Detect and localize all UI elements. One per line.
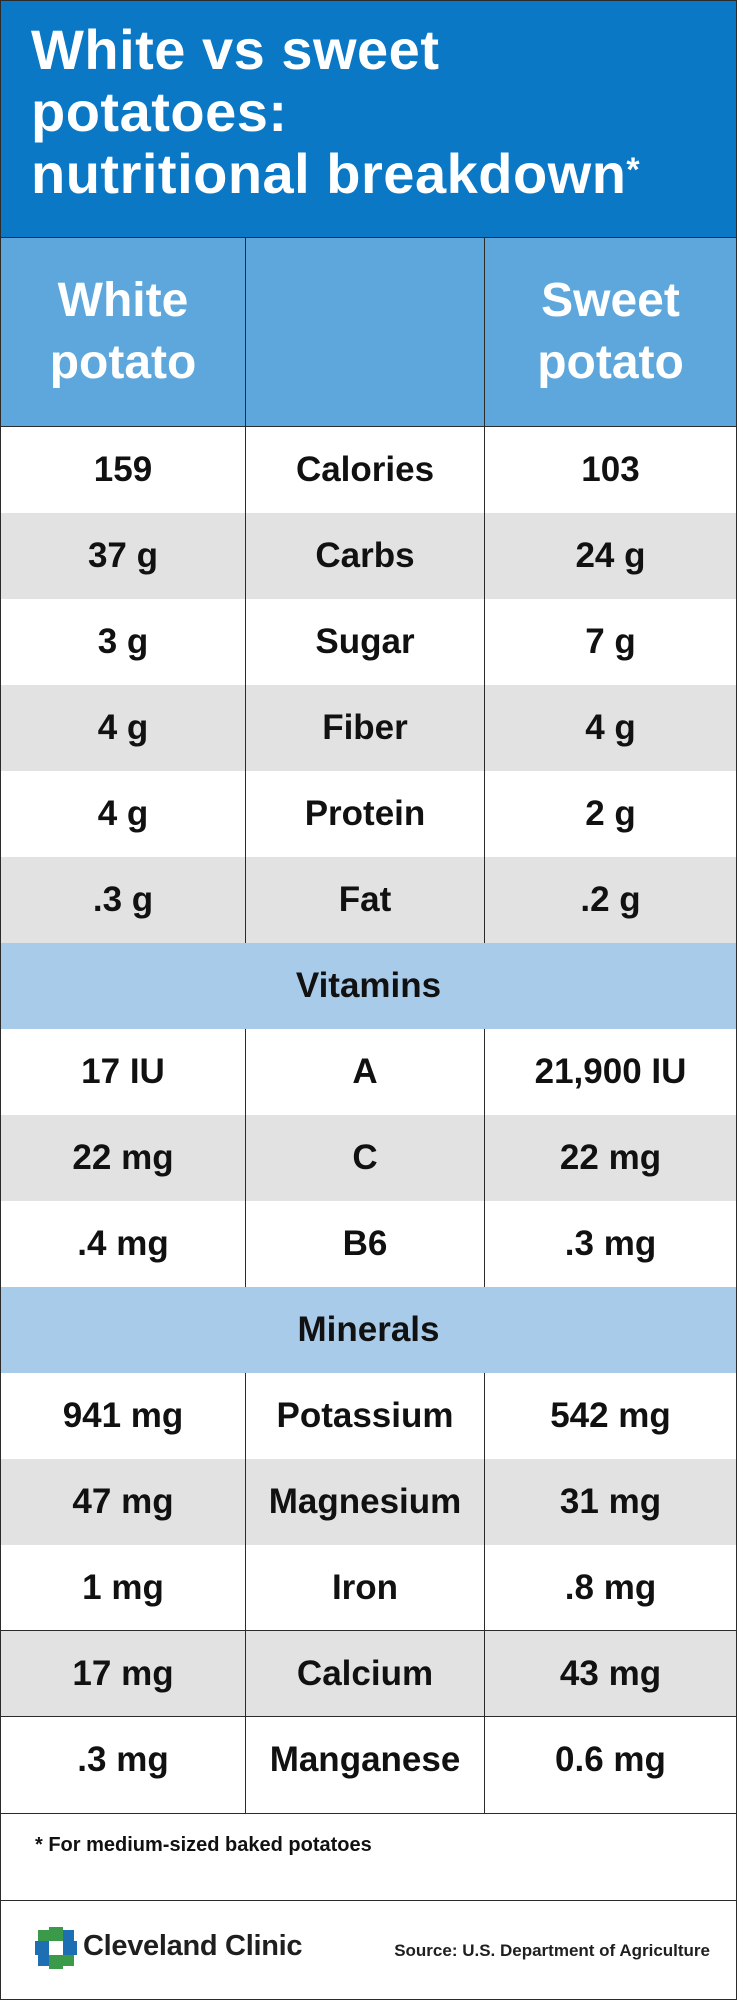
table-row: 37 g Carbs 24 g: [1, 513, 736, 599]
column-divider: [245, 238, 246, 943]
column-divider: [484, 1373, 485, 1813]
nutrient-label: A: [352, 1052, 378, 1091]
table-row: 1 mg Iron .8 mg: [1, 1545, 736, 1631]
footer: Cleveland Clinic Source: U.S. Department…: [1, 1901, 736, 1999]
header-sweet-potato: Sweet potato: [485, 238, 736, 426]
nutrient-label: Fiber: [322, 708, 408, 747]
sweet-value: 22 mg: [559, 1138, 662, 1177]
table-row: 159 Calories 103: [1, 427, 736, 513]
white-value: 17 IU: [81, 1052, 165, 1091]
sweet-value: 542 mg: [550, 1396, 671, 1435]
white-value: 47 mg: [72, 1482, 174, 1521]
header-line: White: [57, 274, 189, 327]
sweet-value: .3 mg: [564, 1224, 657, 1263]
table-row: 22 mg C 22 mg: [1, 1115, 736, 1201]
nutrient-label: Potassium: [276, 1396, 454, 1435]
white-value: .3 mg: [77, 1740, 169, 1779]
nutrient-label: Sugar: [315, 622, 415, 661]
nutrient-label: Carbs: [315, 536, 415, 575]
page-title: White vs sweet potatoes: nutritional bre…: [31, 19, 640, 205]
header-line: potato: [537, 336, 684, 389]
brand-name: Cleveland Clinic: [83, 1930, 303, 1962]
sweet-value: 43 mg: [559, 1654, 662, 1693]
table-row: .3 g Fat .2 g: [1, 857, 736, 943]
header-line: Sweet: [541, 274, 680, 327]
source-credit: Source: U.S. Department of Agriculture: [394, 1941, 710, 1960]
column-divider: [484, 238, 485, 943]
cleveland-clinic-logo-icon: [35, 1927, 77, 1969]
section-header-vitamins: Vitamins: [1, 943, 736, 1029]
footnote-text: * For medium-sized baked potatoes: [35, 1834, 372, 1856]
sweet-value: 4 g: [585, 708, 636, 747]
nutrient-label: Iron: [331, 1568, 399, 1607]
table-row: 17 mg Calcium 43 mg: [1, 1630, 736, 1717]
white-value: 941 mg: [62, 1396, 184, 1435]
white-value: 4 g: [97, 794, 149, 833]
title-asterisk: *: [626, 151, 641, 189]
table-row: .4 mg B6 .3 mg: [1, 1201, 736, 1287]
sweet-value: 7 g: [585, 622, 636, 661]
title-line-text: nutritional breakdown: [31, 142, 627, 205]
sweet-value: 103: [581, 450, 640, 489]
section-header-minerals: Minerals: [1, 1287, 736, 1373]
white-value: 3 g: [97, 622, 149, 661]
title-line: White vs sweet: [31, 18, 440, 81]
sweet-value: 0.6 mg: [555, 1740, 666, 1779]
footnote: * For medium-sized baked potatoes: [1, 1813, 736, 1901]
white-value: 37 g: [87, 536, 159, 575]
column-divider: [245, 1373, 246, 1813]
sweet-value: 24 g: [575, 536, 646, 575]
column-divider: [245, 1029, 246, 1287]
table-row: 4 g Protein 2 g: [1, 771, 736, 857]
nutrient-label: B6: [342, 1224, 388, 1263]
nutrient-label: Manganese: [269, 1740, 461, 1779]
sweet-value: 21,900 IU: [534, 1052, 687, 1091]
white-value: 22 mg: [72, 1138, 174, 1177]
table-row: 3 g Sugar 7 g: [1, 599, 736, 685]
table-header: White potato Sweet potato: [1, 238, 736, 427]
table-row: .3 mg Manganese 0.6 mg: [1, 1716, 736, 1803]
nutrient-label: Fat: [338, 880, 392, 919]
title-line: nutritional breakdown*: [31, 143, 640, 205]
nutrient-label: Protein: [304, 794, 426, 833]
sweet-value: 31 mg: [559, 1482, 662, 1521]
title-line: potatoes:: [31, 80, 288, 143]
white-value: .4 mg: [77, 1224, 169, 1263]
white-value: 17 mg: [72, 1654, 174, 1693]
white-value: .3 g: [92, 880, 154, 919]
white-value: 4 g: [97, 708, 149, 747]
sweet-value: 2 g: [585, 794, 636, 833]
title-banner: White vs sweet potatoes: nutritional bre…: [1, 1, 736, 238]
column-divider: [484, 1029, 485, 1287]
table-row: 4 g Fiber 4 g: [1, 685, 736, 771]
table-row: 47 mg Magnesium 31 mg: [1, 1459, 736, 1545]
nutrient-label: Calcium: [296, 1654, 434, 1693]
sweet-value: .8 mg: [564, 1568, 657, 1607]
table-row: 941 mg Potassium 542 mg: [1, 1373, 736, 1459]
white-value: 1 mg: [82, 1568, 164, 1607]
table-row: 17 IU A 21,900 IU: [1, 1029, 736, 1115]
nutrient-label: Calories: [295, 450, 435, 489]
header-line: potato: [49, 336, 197, 389]
nutrient-label: C: [352, 1138, 378, 1177]
white-value: 159: [93, 450, 153, 489]
header-white-potato: White potato: [1, 238, 245, 426]
sweet-value: .2 g: [580, 880, 641, 919]
nutrient-label: Magnesium: [268, 1482, 462, 1521]
